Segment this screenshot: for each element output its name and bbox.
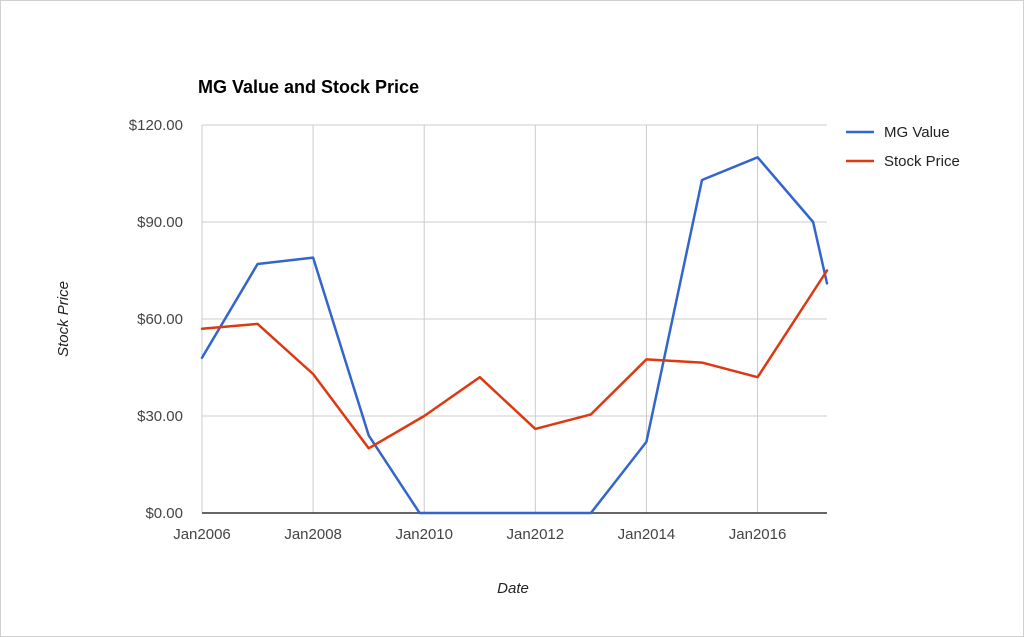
x-tick-label: Jan2012 [507, 526, 565, 543]
grid [201, 124, 827, 514]
chart-title: MG Value and Stock Price [198, 77, 419, 97]
y-tick-label: $60.00 [137, 311, 183, 328]
y-tick-label: $120.00 [129, 117, 183, 134]
x-tick-label: Jan2006 [173, 526, 231, 543]
x-axis-ticks: Jan2006 Jan2008 Jan2010 Jan2012 Jan2014 Jan20… [173, 526, 786, 543]
y-axis-title: Stock Price [55, 281, 72, 357]
x-axis-title: Date [497, 580, 529, 597]
legend: MG Value Stock Price [846, 124, 960, 170]
x-tick-label: Jan2016 [729, 526, 787, 543]
y-tick-label: $30.00 [137, 408, 183, 425]
y-tick-label: $90.00 [137, 214, 183, 231]
x-tick-label: Jan2010 [395, 526, 453, 543]
legend-label: Stock Price [884, 153, 960, 170]
series-lines [200, 156, 829, 515]
series-line-stock-price [200, 269, 829, 450]
series-line-mg-value [200, 156, 829, 515]
x-tick-label: Jan2014 [618, 526, 676, 543]
x-tick-label: Jan2008 [284, 526, 342, 543]
legend-label: MG Value [884, 124, 950, 141]
y-axis-ticks: $0.00 $30.00 $60.00 $90.00 $120.00 [129, 117, 183, 522]
y-tick-label: $0.00 [145, 505, 183, 522]
